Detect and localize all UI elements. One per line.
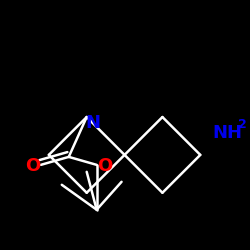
Text: 2: 2 bbox=[238, 118, 247, 132]
Text: O: O bbox=[25, 157, 40, 175]
Text: O: O bbox=[97, 157, 112, 175]
Text: NH: NH bbox=[212, 124, 242, 142]
Text: N: N bbox=[85, 114, 100, 132]
